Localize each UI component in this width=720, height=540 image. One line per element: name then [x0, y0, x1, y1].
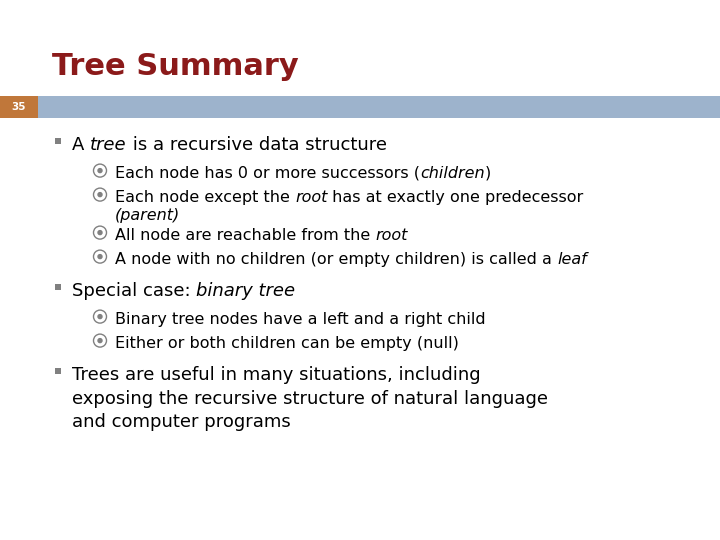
Text: (parent): (parent) [115, 208, 180, 223]
FancyBboxPatch shape [55, 368, 61, 374]
FancyBboxPatch shape [0, 96, 38, 118]
Text: All node are reachable from the: All node are reachable from the [115, 228, 375, 243]
FancyBboxPatch shape [55, 138, 61, 144]
Text: Either or both children can be empty (null): Either or both children can be empty (nu… [115, 336, 459, 351]
Text: is a recursive data structure: is a recursive data structure [127, 136, 387, 154]
Text: leaf: leaf [557, 252, 587, 267]
Text: has at exactly one predecessor: has at exactly one predecessor [328, 190, 584, 205]
Text: tree: tree [90, 136, 127, 154]
Text: ): ) [485, 166, 491, 181]
Circle shape [98, 231, 102, 234]
Circle shape [98, 339, 102, 342]
Circle shape [98, 254, 102, 259]
FancyBboxPatch shape [0, 96, 720, 118]
Text: A node with no children (or empty children) is called a: A node with no children (or empty childr… [115, 252, 557, 267]
Text: A: A [72, 136, 90, 154]
Text: Binary tree nodes have a left and a right child: Binary tree nodes have a left and a righ… [115, 312, 485, 327]
Circle shape [98, 315, 102, 319]
Text: Each node except the: Each node except the [115, 190, 295, 205]
Circle shape [98, 168, 102, 173]
Text: 35: 35 [12, 102, 26, 112]
Text: Tree Summary: Tree Summary [52, 52, 299, 81]
Text: binary tree: binary tree [197, 282, 295, 300]
Text: children: children [420, 166, 485, 181]
Circle shape [98, 193, 102, 197]
Text: Special case:: Special case: [72, 282, 197, 300]
Text: Trees are useful in many situations, including
exposing the recursive structure : Trees are useful in many situations, inc… [72, 366, 548, 431]
FancyBboxPatch shape [55, 284, 61, 290]
Text: Each node has 0 or more successors (: Each node has 0 or more successors ( [115, 166, 420, 181]
Text: root: root [295, 190, 328, 205]
Text: root: root [375, 228, 408, 243]
